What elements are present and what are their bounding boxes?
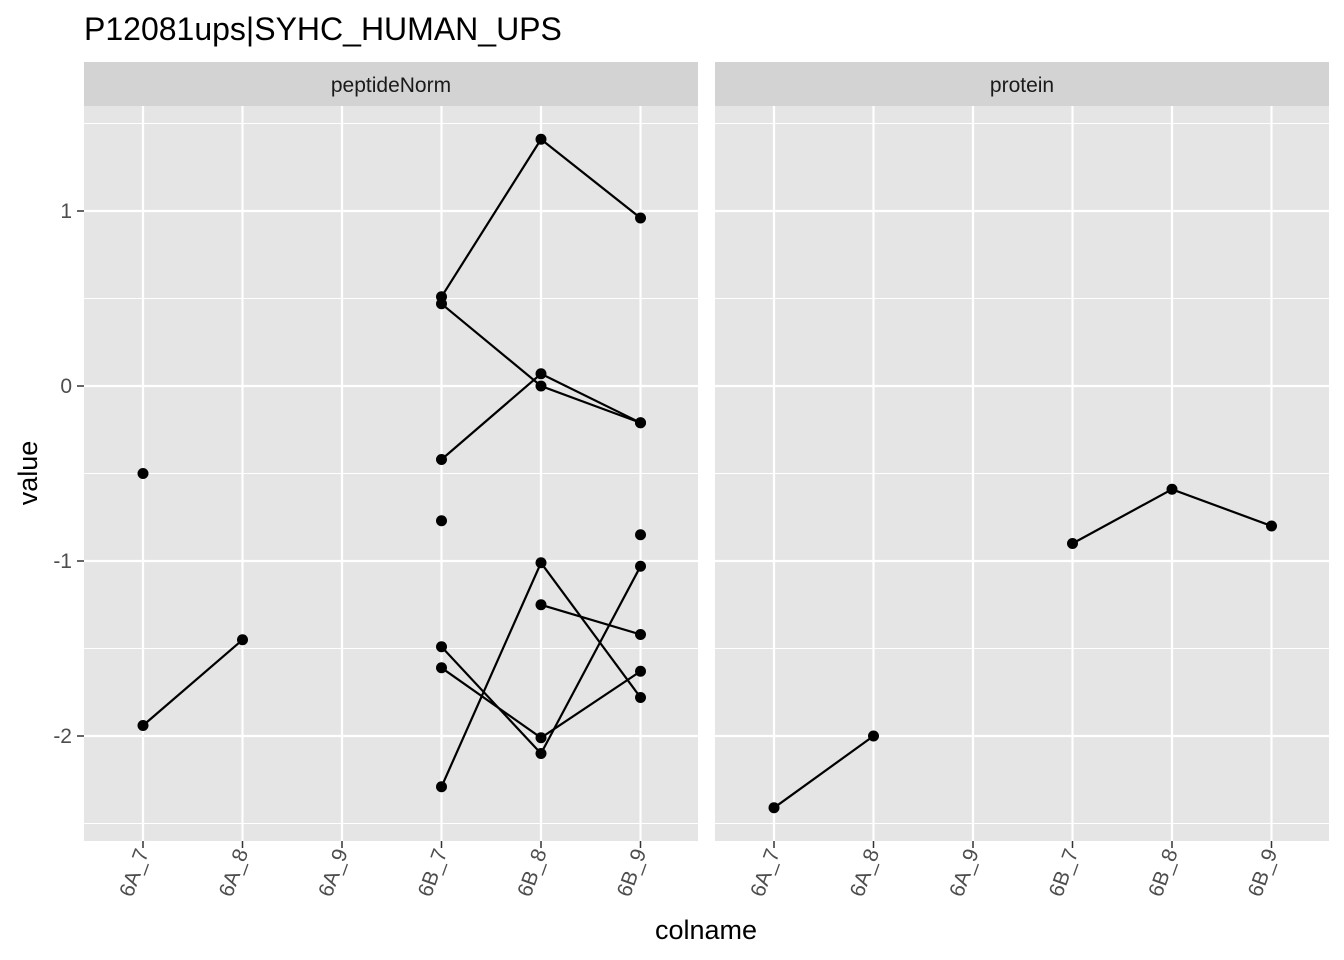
data-point bbox=[436, 662, 447, 674]
data-point bbox=[635, 692, 646, 703]
series-line bbox=[773, 735, 875, 809]
data-point bbox=[1166, 483, 1178, 495]
data-point bbox=[635, 560, 646, 572]
facet-strip bbox=[715, 62, 1329, 106]
x-tick-label: 6A_7 bbox=[115, 846, 153, 900]
data-point bbox=[635, 417, 646, 429]
data-point bbox=[137, 468, 149, 479]
data-point bbox=[436, 641, 447, 653]
x-tick-label: 6A_8 bbox=[215, 846, 253, 900]
data-point bbox=[535, 380, 547, 392]
facet-panels: -2 -1 0 1 peptideNorm 6A_7 6A_8 6A_9 6B_7 6B_8 6B_… bbox=[53, 62, 1329, 900]
facet-strip-label: protein bbox=[990, 74, 1054, 97]
facet-strip bbox=[84, 62, 698, 106]
x-tick-label: 6B_7 bbox=[414, 846, 452, 900]
y-tick-label: -1 bbox=[53, 550, 72, 573]
x-tick-label: 6B_7 bbox=[1045, 846, 1083, 900]
x-tick-label: 6A_8 bbox=[846, 846, 884, 900]
data-point bbox=[137, 720, 149, 731]
x-tick-label: 6A_7 bbox=[746, 846, 784, 900]
data-point bbox=[535, 368, 547, 380]
data-point bbox=[436, 781, 447, 793]
facet-panel-peptideNorm: peptideNorm 6A_7 6A_8 6A_9 6B_7 6B_8 6B_9 bbox=[84, 62, 698, 900]
x-tick-label: 6B_9 bbox=[1244, 846, 1282, 900]
data-point bbox=[436, 298, 447, 310]
facet-panel-protein: protein 6A_7 6A_8 6A_9 6B_7 6B_8 6B_9 bbox=[715, 62, 1329, 900]
y-tick-label: -2 bbox=[53, 725, 72, 748]
data-point bbox=[436, 515, 447, 527]
data-point bbox=[768, 802, 780, 814]
data-point bbox=[635, 212, 646, 224]
data-point bbox=[1266, 520, 1277, 532]
data-point bbox=[535, 732, 547, 744]
data-point bbox=[635, 665, 646, 677]
facet-strip-label: peptideNorm bbox=[331, 74, 451, 97]
series-line bbox=[540, 603, 641, 636]
x-tick-label: 6B_9 bbox=[613, 846, 651, 900]
series-line bbox=[142, 638, 244, 727]
data-point bbox=[868, 730, 879, 742]
data-point bbox=[535, 133, 547, 145]
x-tick-label: 6A_9 bbox=[945, 846, 983, 900]
data-point bbox=[1067, 538, 1078, 549]
data-point bbox=[535, 557, 547, 569]
data-point bbox=[535, 748, 547, 759]
data-point bbox=[237, 634, 248, 646]
x-tick-label: 6A_9 bbox=[314, 846, 352, 900]
data-point bbox=[635, 529, 646, 541]
y-axis-title: value bbox=[13, 441, 43, 506]
y-tick-label: 0 bbox=[60, 375, 72, 398]
x-tick-label: 6B_8 bbox=[513, 846, 551, 900]
data-point bbox=[535, 599, 547, 611]
y-tick-label: 1 bbox=[60, 200, 72, 223]
data-point bbox=[635, 629, 646, 640]
x-tick-label: 6B_8 bbox=[1144, 846, 1182, 900]
chart-title: P12081ups|SYHC_HUMAN_UPS bbox=[84, 11, 562, 47]
x-axis-title: colname bbox=[655, 915, 757, 945]
data-point bbox=[436, 454, 447, 465]
